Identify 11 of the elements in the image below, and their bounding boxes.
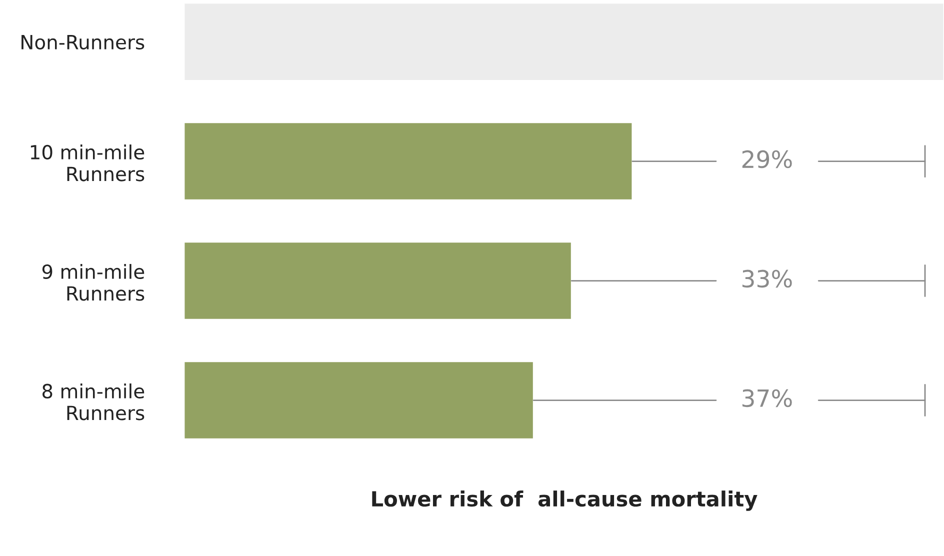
annotation: 29% xyxy=(742,150,792,168)
y-tick-label: 9 min-mile Runners xyxy=(42,264,144,301)
x-axis-title: Lower risk of all-cause mortality xyxy=(372,490,758,511)
y-tick-label: 10 min-mile Runners xyxy=(30,144,144,182)
y-tick-label: 8 min-mile Runners xyxy=(42,383,144,420)
y-tick-label: Non-Runners xyxy=(22,35,144,50)
bar xyxy=(184,122,634,201)
bar xyxy=(184,360,534,440)
annotation: 37% xyxy=(742,389,792,408)
bar xyxy=(184,241,572,320)
annotation: 33% xyxy=(742,270,792,288)
